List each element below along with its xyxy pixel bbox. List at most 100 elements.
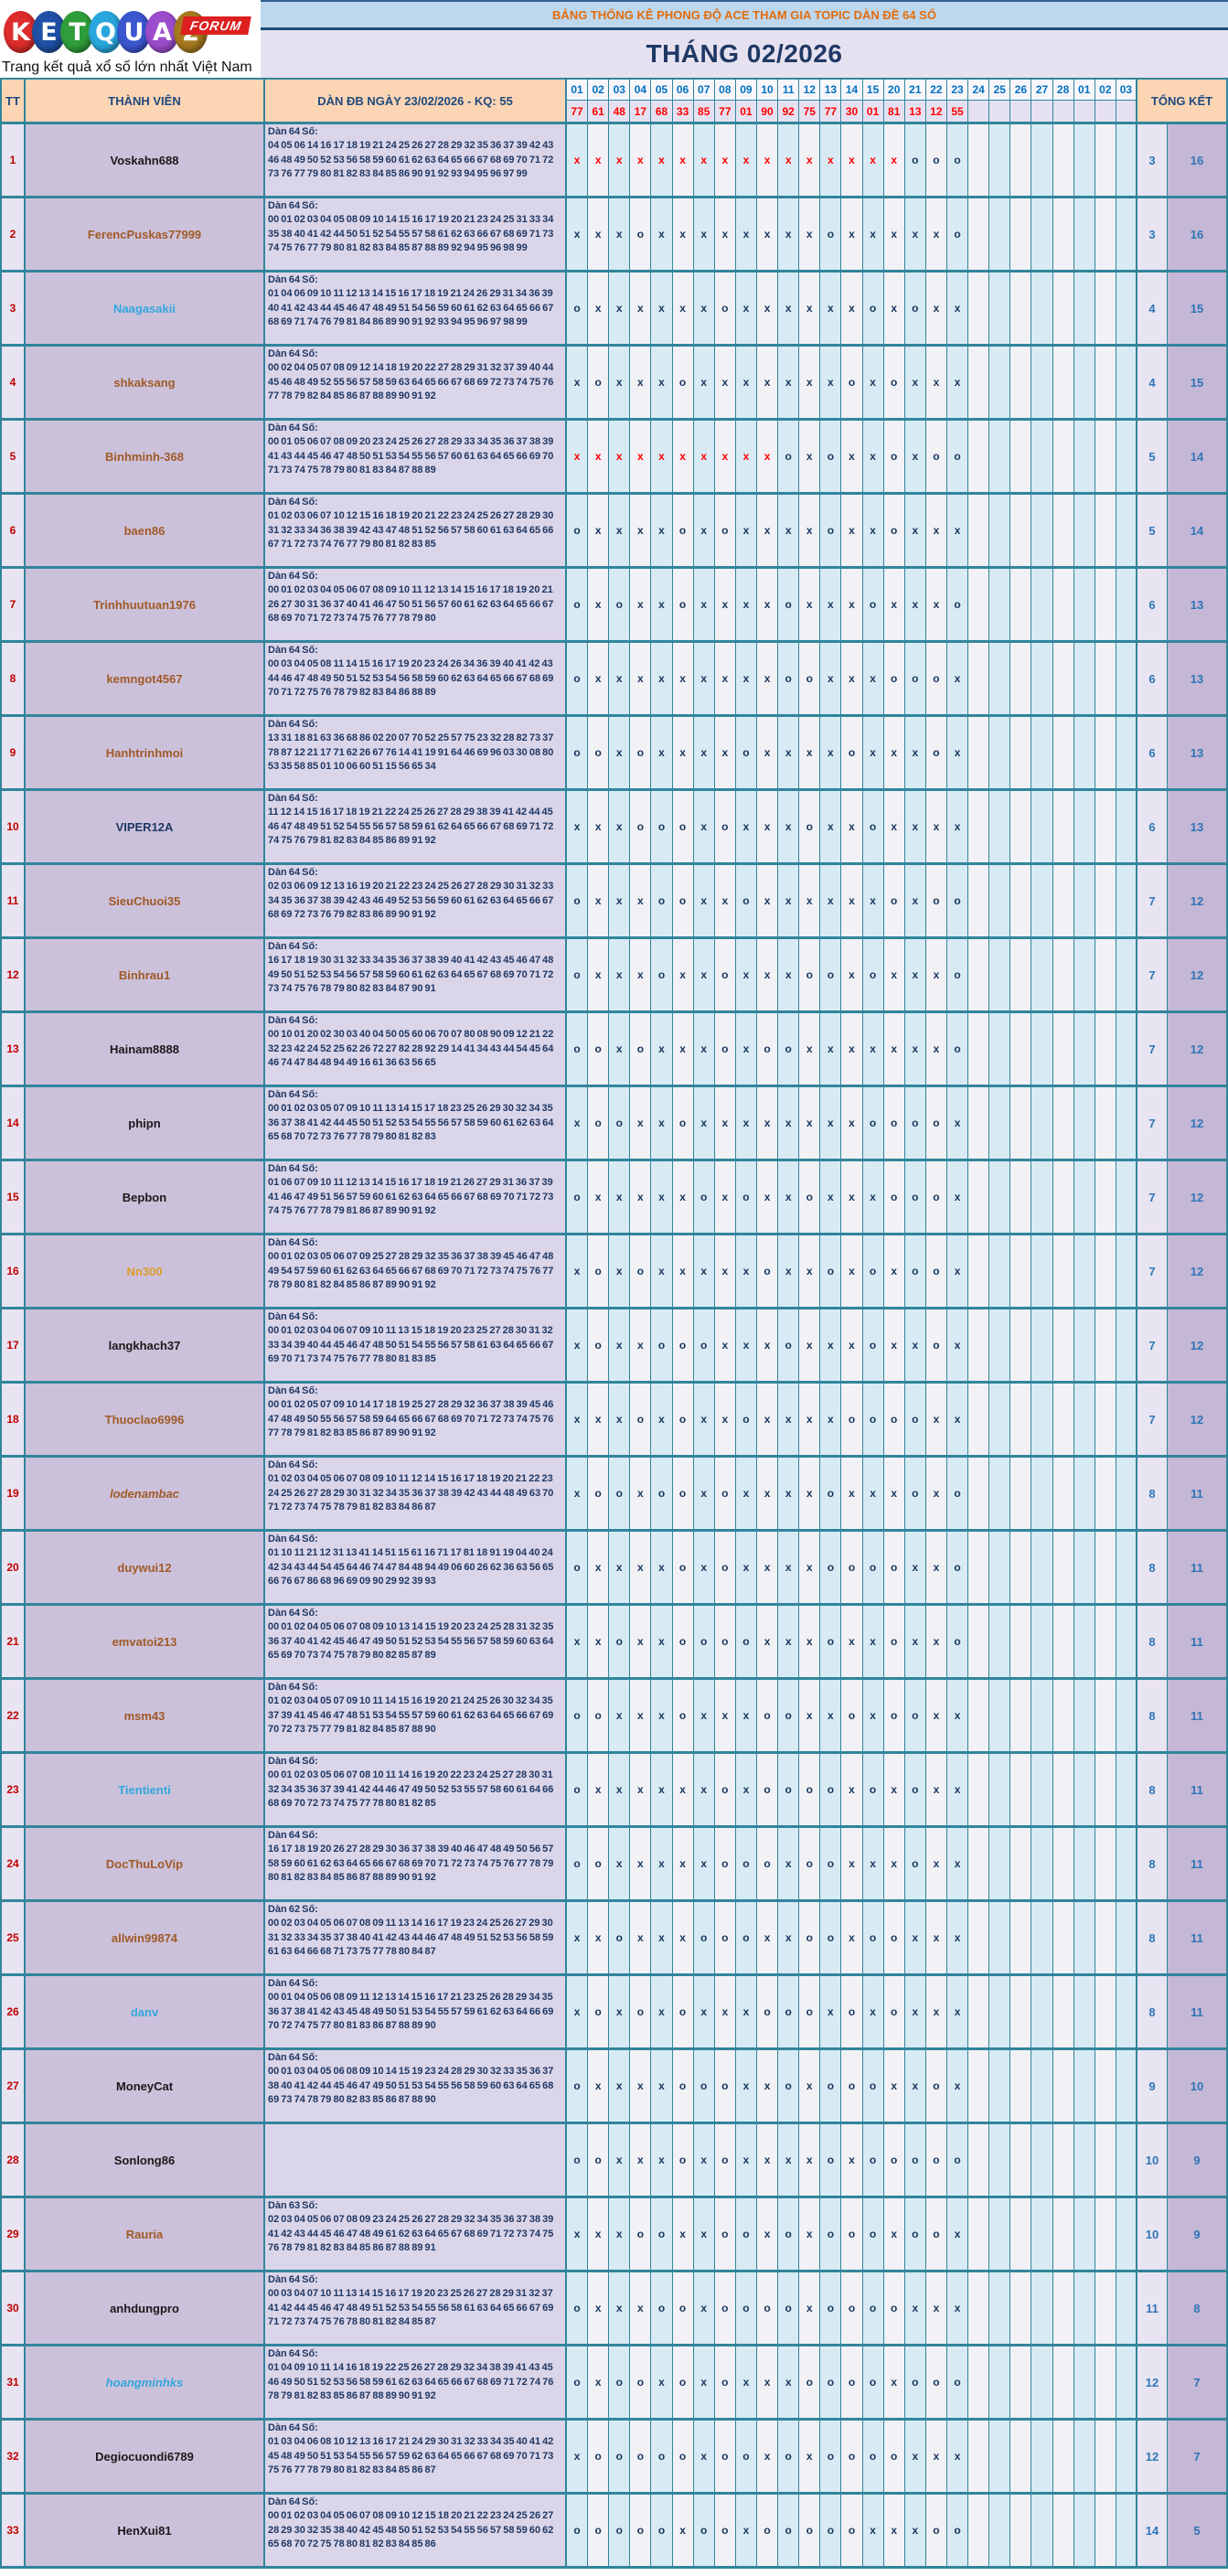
result-mark: o <box>862 1384 884 1455</box>
dan-label: Dàn 64 Số: <box>268 422 318 433</box>
result-mark: x <box>693 1384 715 1455</box>
result-mark: o <box>588 1013 610 1085</box>
result-mark <box>968 1087 990 1159</box>
result-mark: x <box>735 495 757 566</box>
total-hit: 8 <box>1167 2272 1226 2344</box>
member-name: shkaksang <box>26 347 265 418</box>
result-mark: o <box>820 1902 842 1973</box>
result-mark <box>1031 2272 1053 2344</box>
dan-label: Dàn 64 Số: <box>268 1756 318 1767</box>
result-mark <box>1095 347 1116 418</box>
result-mark: x <box>735 421 757 492</box>
row-number: 25 <box>2 1902 26 1973</box>
result-mark: x <box>693 2198 715 2270</box>
day-column-header: 01 <box>1073 80 1095 101</box>
dan-label: Dàn 64 Số: <box>268 1163 318 1174</box>
result-mark: x <box>883 1754 905 1825</box>
dan-label: Dàn 64 Số: <box>268 2052 318 2063</box>
result-mark <box>968 1754 990 1825</box>
result-mark: x <box>862 495 884 566</box>
dan-label: Dàn 64 Số: <box>268 1978 318 1989</box>
result-mark: o <box>588 347 610 418</box>
result-mark: x <box>799 124 821 196</box>
result-mark: o <box>714 2198 736 2270</box>
total-hit: 12 <box>1167 1235 1226 1307</box>
result-mark <box>1052 1902 1074 1973</box>
result-mark: o <box>925 1309 947 1381</box>
result-mark <box>989 1309 1011 1381</box>
result-mark <box>1095 2272 1116 2344</box>
result-mark: x <box>630 1828 652 1899</box>
result-mark: o <box>778 569 800 640</box>
result-mark: x <box>756 421 779 492</box>
result-mark: o <box>883 1087 905 1159</box>
result-mark <box>968 198 990 270</box>
result-mark <box>968 1161 990 1233</box>
result-mark: o <box>609 1087 631 1159</box>
dan-numbers: Dàn 64 Số: 00 01 05 06 07 08 09 20 23 24 … <box>265 421 567 492</box>
result-mark: o <box>672 2421 694 2492</box>
logo-letter-t: T <box>60 11 94 53</box>
result-mark: o <box>609 2346 631 2418</box>
result-mark: x <box>693 1013 715 1085</box>
result-mark: x <box>651 2050 673 2122</box>
result-mark: o <box>862 2346 884 2418</box>
member-name: Thuoclao6996 <box>26 1384 265 1455</box>
result-mark: x <box>841 1235 863 1307</box>
result-mark: o <box>925 2198 947 2270</box>
day-result-value: 81 <box>883 101 905 122</box>
day-column-header: 04 <box>630 80 652 101</box>
result-mark: x <box>778 1458 800 1529</box>
result-mark <box>1031 1976 1053 2047</box>
result-mark <box>1052 124 1074 196</box>
member-name: emvatoi213 <box>26 1606 265 1677</box>
result-mark <box>1052 1013 1074 1085</box>
day-result-value: 68 <box>651 101 673 122</box>
result-mark: o <box>925 2495 947 2566</box>
result-mark: o <box>778 2050 800 2122</box>
result-mark: x <box>651 717 673 788</box>
result-mark: x <box>588 273 610 344</box>
day-result-value <box>968 101 990 122</box>
total-hit: 5 <box>1167 2495 1226 2566</box>
result-mark: x <box>904 1013 926 1085</box>
result-mark: x <box>630 124 652 196</box>
result-mark: x <box>588 2272 610 2344</box>
result-mark <box>968 1458 990 1529</box>
total-hit: 14 <box>1167 421 1226 492</box>
result-mark: o <box>841 2272 863 2344</box>
result-mark: o <box>862 1902 884 1973</box>
day-column-header: 12 <box>799 80 821 101</box>
result-mark: o <box>820 2495 842 2566</box>
result-mark: x <box>925 1384 947 1455</box>
result-mark: x <box>883 1235 905 1307</box>
result-mark: x <box>630 865 652 936</box>
member-row: 8 kemngot4567 Dàn 64 Số: 00 03 04 05 08 11 … <box>2 643 1226 717</box>
result-mark: x <box>714 347 736 418</box>
result-mark: x <box>778 198 800 270</box>
result-mark: x <box>651 421 673 492</box>
result-mark: x <box>693 1235 715 1307</box>
result-mark <box>1116 1087 1137 1159</box>
result-mark: o <box>651 2495 673 2566</box>
row-number: 15 <box>2 1161 26 1233</box>
result-mark: o <box>714 273 736 344</box>
row-number: 30 <box>2 2272 26 2344</box>
result-mark: x <box>756 1161 779 1233</box>
total-hit: 11 <box>1167 1976 1226 2047</box>
member-name: Hanhtrinhmoi <box>26 717 265 788</box>
dan-numbers: Dàn 64 Số: 13 31 18 81 63 36 68 86 02 20 … <box>265 717 567 788</box>
result-mark: x <box>693 124 715 196</box>
result-mark <box>1031 717 1053 788</box>
result-mark <box>1052 273 1074 344</box>
result-mark: x <box>630 1754 652 1825</box>
result-mark: x <box>904 495 926 566</box>
logo-letter-a: A <box>145 11 179 53</box>
result-mark: o <box>925 124 947 196</box>
result-mark: o <box>946 569 969 640</box>
result-mark: x <box>630 2124 652 2196</box>
result-mark: x <box>588 2346 610 2418</box>
result-mark: x <box>756 569 779 640</box>
result-mark: o <box>946 865 969 936</box>
result-mark: o <box>862 2198 884 2270</box>
